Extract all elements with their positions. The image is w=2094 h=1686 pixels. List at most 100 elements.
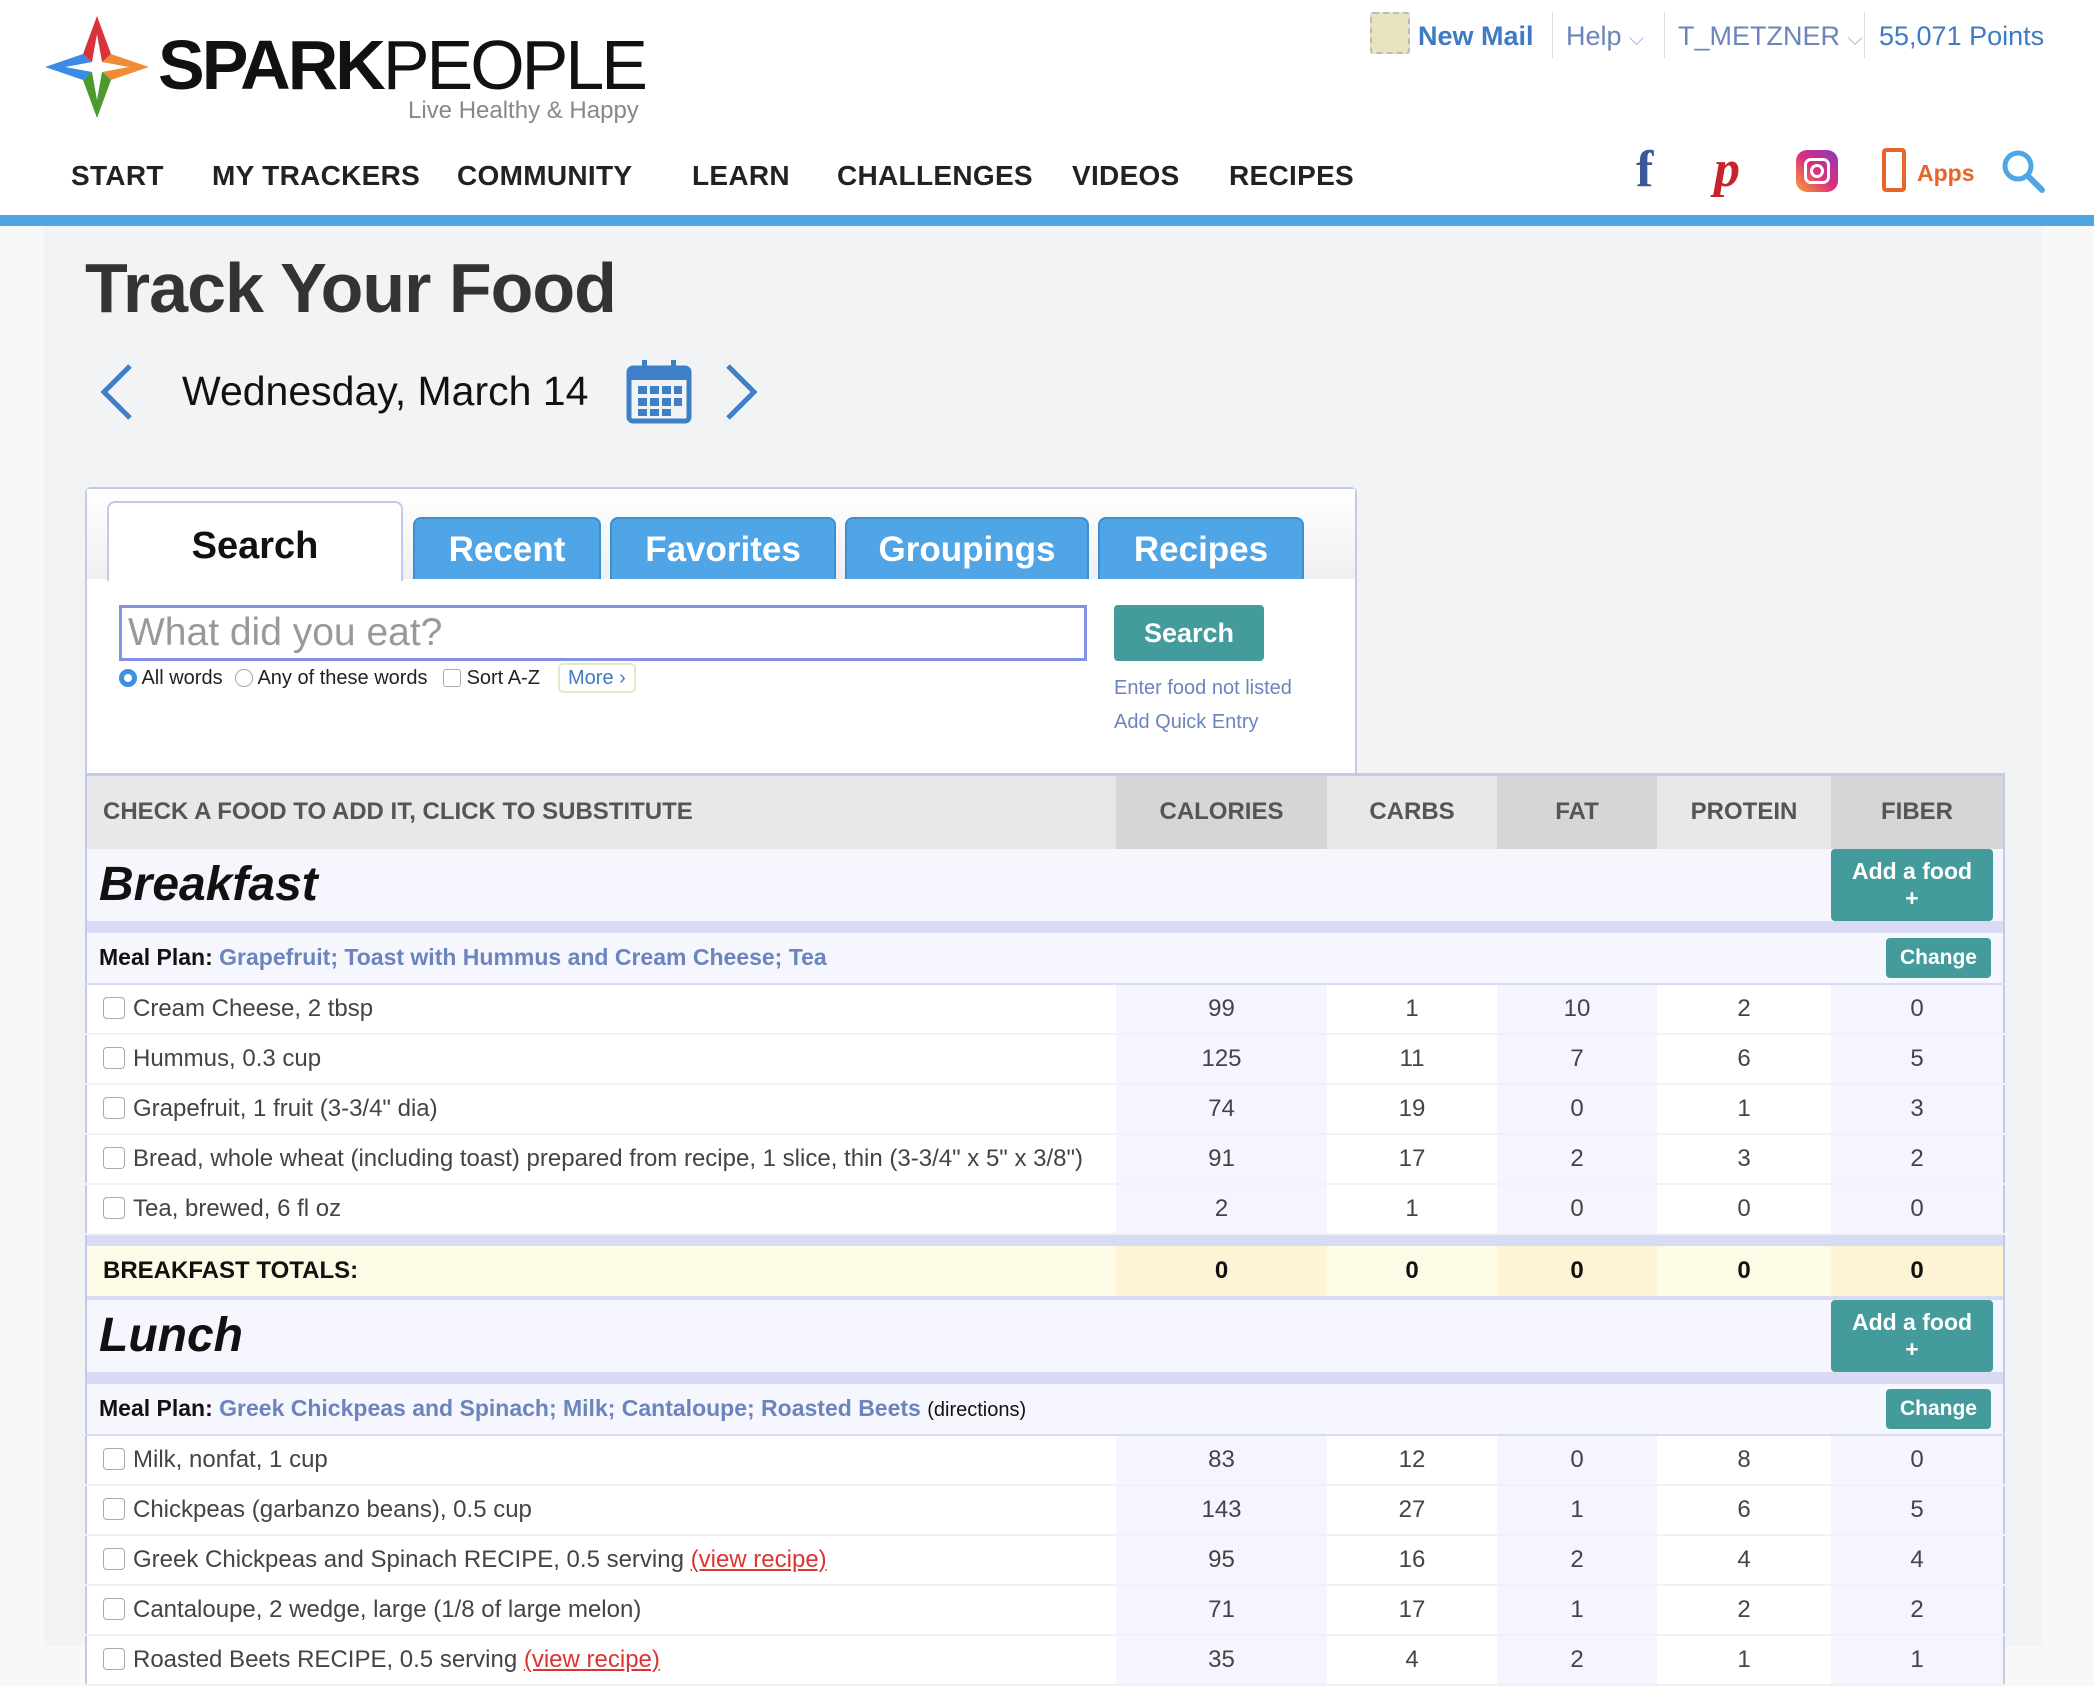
header-fat: FAT [1497,774,1657,849]
food-name[interactable]: Tea, brewed, 6 fl oz [133,1194,342,1222]
change-meal-plan-button[interactable]: Change [1885,1388,1991,1429]
fiber-value: 4 [1831,1534,2004,1586]
food-checkbox[interactable] [103,996,125,1019]
brand-name[interactable]: SPARKPEOPLE [158,30,648,100]
food-row[interactable]: Cantaloupe, 2 wedge, large (1/8 of large… [86,1584,2004,1636]
food-name-cell: Roasted Beets RECIPE, 0.5 serving (view … [86,1634,1116,1686]
meal-divider [86,1233,2004,1246]
all-words-radio[interactable]: All words [119,665,223,691]
tab-search[interactable]: Search [107,501,403,581]
carbs-value: 4 [1327,1634,1497,1686]
fiber-value: 3 [1831,1083,2004,1135]
food-row[interactable]: Hummus, 0.3 cup 125 11 7 6 5 [86,1033,2004,1085]
food-name[interactable]: Greek Chickpeas and Spinach RECIPE, 0.5 … [133,1545,684,1573]
fat-value: 2 [1497,1534,1657,1586]
previous-day-arrow-icon[interactable] [96,362,136,422]
calendar-icon[interactable] [626,358,692,424]
facebook-icon[interactable]: f [1636,141,1654,198]
instagram-icon[interactable] [1796,150,1838,192]
food-name[interactable]: Chickpeas (garbanzo beans), 0.5 cup [133,1495,532,1523]
carbs-value: 16 [1327,1534,1497,1586]
food-search-input[interactable]: What did you eat? [119,605,1087,661]
nav-community[interactable]: COMMUNITY [457,160,633,191]
food-name[interactable]: Hummus, 0.3 cup [133,1044,322,1072]
sparkpeople-logo-icon[interactable] [45,16,149,118]
enter-food-not-listed-link[interactable]: Enter food not listed [1114,677,1292,699]
fiber-value: 5 [1831,1033,2004,1085]
sort-az-checkbox[interactable]: Sort A-Z [443,665,540,691]
food-name[interactable]: Roasted Beets RECIPE, 0.5 serving [133,1645,518,1673]
food-name-cell: Hummus, 0.3 cup [86,1033,1116,1085]
search-icon[interactable] [2000,148,2046,194]
nav-start[interactable]: START [71,160,164,191]
apps-link[interactable]: Apps [1917,160,1975,186]
food-row[interactable]: Greek Chickpeas and Spinach RECIPE, 0.5 … [86,1534,2004,1586]
food-row[interactable]: Roasted Beets RECIPE, 0.5 serving (view … [86,1634,2004,1686]
food-name[interactable]: Milk, nonfat, 1 cup [133,1445,328,1473]
view-recipe-link[interactable]: (view recipe) [523,1645,660,1673]
view-recipe-link[interactable]: (view recipe) [690,1545,827,1573]
tab-recent[interactable]: Recent [413,517,601,579]
any-words-radio[interactable]: Any of these words [235,665,428,691]
food-row[interactable]: Milk, nonfat, 1 cup 83 12 0 8 0 [86,1434,2004,1486]
calories-value: 95 [1116,1534,1327,1586]
totals-label: BREAKFAST TOTALS: [86,1245,1116,1296]
meal-plan-row: Meal Plan: Greek Chickpeas and Spinach; … [86,1383,2004,1436]
meal-plan-link[interactable]: Grapefruit; Toast with Hummus and Cream … [219,944,827,970]
nav-learn[interactable]: LEARN [692,160,790,191]
nav-challenges[interactable]: CHALLENGES [837,160,1033,191]
search-button[interactable]: Search [1114,605,1264,661]
food-name[interactable]: Cantaloupe, 2 wedge, large (1/8 of large… [133,1595,642,1623]
nav-recipes[interactable]: RECIPES [1229,160,1355,191]
change-meal-plan-button[interactable]: Change [1885,937,1991,978]
meal-header-breakfast: Breakfast Add a food + [86,848,2004,921]
radio-icon [235,669,253,687]
add-food-button[interactable]: Add a food + [1831,1299,1993,1372]
food-checkbox[interactable] [103,1096,125,1119]
food-row[interactable]: Cream Cheese, 2 tbsp 99 1 10 2 0 [86,983,2004,1035]
food-checkbox[interactable] [103,1146,125,1169]
food-checkbox[interactable] [103,1597,125,1620]
next-day-arrow-icon[interactable] [722,362,762,422]
change-cell: Change [1831,932,2004,985]
food-name[interactable]: Cream Cheese, 2 tbsp [133,994,374,1022]
tab-favorites[interactable]: Favorites [610,517,836,579]
food-row[interactable]: Bread, whole wheat (including toast) pre… [86,1133,2004,1185]
food-checkbox[interactable] [103,1196,125,1219]
food-checkbox[interactable] [103,1647,125,1670]
nav-my-trackers[interactable]: MY TRACKERS [212,160,421,191]
calories-value: 143 [1116,1484,1327,1536]
add-food-button[interactable]: Add a food + [1831,848,1993,921]
header-divider [0,215,2094,226]
food-row[interactable]: Tea, brewed, 6 fl oz 2 1 0 0 0 [86,1183,2004,1235]
nav-videos[interactable]: VIDEOS [1072,160,1180,191]
directions-link[interactable]: (directions) [927,1399,1027,1421]
food-name-cell: Cream Cheese, 2 tbsp [86,983,1116,1035]
food-row[interactable]: Chickpeas (garbanzo beans), 0.5 cup 143 27… [86,1484,2004,1536]
phone-icon[interactable] [1882,148,1906,192]
user-menu[interactable]: T_METZNER ⌵ [1678,18,1863,54]
food-row[interactable]: Grapefruit, 1 fruit (3-3/4" dia) 74 19 0 1 3 [86,1083,2004,1135]
add-quick-entry-link[interactable]: Add Quick Entry [1114,711,1259,733]
new-mail-link[interactable]: New Mail [1418,21,1534,51]
carbs-value: 17 [1327,1584,1497,1636]
food-checkbox[interactable] [103,1046,125,1069]
food-checkbox[interactable] [103,1547,125,1570]
tab-recipes[interactable]: Recipes [1098,517,1304,579]
meal-plan-link[interactable]: Greek Chickpeas and Spinach; Milk; Canta… [219,1395,921,1421]
food-name[interactable]: Grapefruit, 1 fruit (3-3/4" dia) [133,1094,438,1122]
change-cell: Change [1831,1383,2004,1436]
tab-groupings[interactable]: Groupings [845,517,1089,579]
help-menu[interactable]: Help ⌵ [1566,18,1644,54]
food-checkbox[interactable] [103,1497,125,1520]
points-link[interactable]: 55,071 Points [1879,21,2045,51]
pinterest-icon[interactable]: p [1714,141,1740,198]
divider-cell [86,1371,2004,1384]
username: T_METZNER [1678,21,1840,51]
food-checkbox[interactable] [103,1447,125,1470]
more-options-button[interactable]: More › [558,663,636,693]
mail-stamp-icon[interactable] [1370,12,1410,54]
fat-value: 10 [1497,983,1657,1035]
fat-value: 1 [1497,1484,1657,1536]
food-name[interactable]: Bread, whole wheat (including toast) pre… [133,1144,1084,1172]
